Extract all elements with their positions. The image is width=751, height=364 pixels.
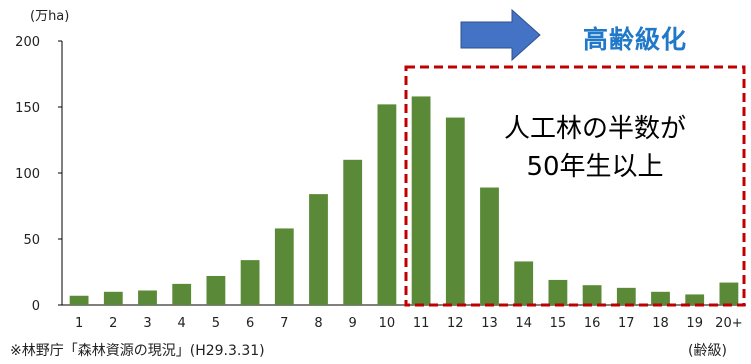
x-tick-label: 15 [550,316,567,331]
right-arrow-icon [460,8,541,62]
bar [582,285,602,305]
y-tick-label: 150 [15,101,40,116]
bar [240,260,260,305]
x-tick-label: 2 [109,316,117,331]
x-tick-label: 4 [178,316,186,331]
x-tick-label: 16 [584,316,601,331]
bar [343,159,363,305]
x-tick-label: 12 [447,316,464,331]
bar [651,291,670,305]
y-tick-label: 0 [32,299,40,314]
bar [411,96,431,305]
x-axis-unit-label: (齢級) [688,343,727,359]
bar [206,275,226,305]
highlight-box [404,65,746,307]
x-tick-label: 7 [280,316,288,331]
bar [445,117,465,305]
bar [138,290,157,305]
x-tick-label: 1 [75,316,83,331]
callout-line-1: 人工林の半数が [503,114,686,144]
x-axis-tick-labels: 1 2 3 4 5 6 7 8 9 10 11 12 13 14 15 16 17 18 19 20+ [75,316,743,331]
callout-annotation: 人工林の半数が 50年生以上 [440,110,750,186]
bar [719,282,739,305]
y-tick-label: 100 [15,167,40,182]
x-tick-label: 3 [143,316,151,331]
x-tick-label: 5 [212,316,220,331]
bar [69,295,89,305]
x-tick-label: 18 [652,316,669,331]
y-tick-label: 200 [15,35,40,50]
bars [69,96,739,305]
x-tick-label: 17 [618,316,635,331]
x-tick-label: 20+ [715,316,742,331]
x-tick-label: 8 [314,316,322,331]
x-tick-label: 6 [246,316,254,331]
x-tick-label: 13 [481,316,498,331]
bar [548,279,568,305]
arrow-shape [460,8,541,62]
source-note: ※林野庁「森林資源の現況」(H29.3.31) [10,343,265,359]
bar [309,194,328,305]
callout-line-2: 50年生以上 [526,152,664,182]
x-tick-label: 10 [379,316,396,331]
x-tick-label: 14 [515,316,532,331]
x-tick-label: 9 [349,316,357,331]
headline: 高齢級化 [583,25,688,54]
bar [377,104,397,305]
bar [172,283,192,305]
bar [480,187,499,305]
bar [103,291,123,305]
x-tick-label: 19 [686,316,703,331]
y-tick-label: 50 [23,233,40,248]
bar [685,294,705,305]
bar [274,228,294,305]
bar [616,287,636,305]
y-axis-unit-label: (万ha) [30,9,69,24]
bar [514,261,534,305]
x-tick-label: 11 [413,316,430,331]
